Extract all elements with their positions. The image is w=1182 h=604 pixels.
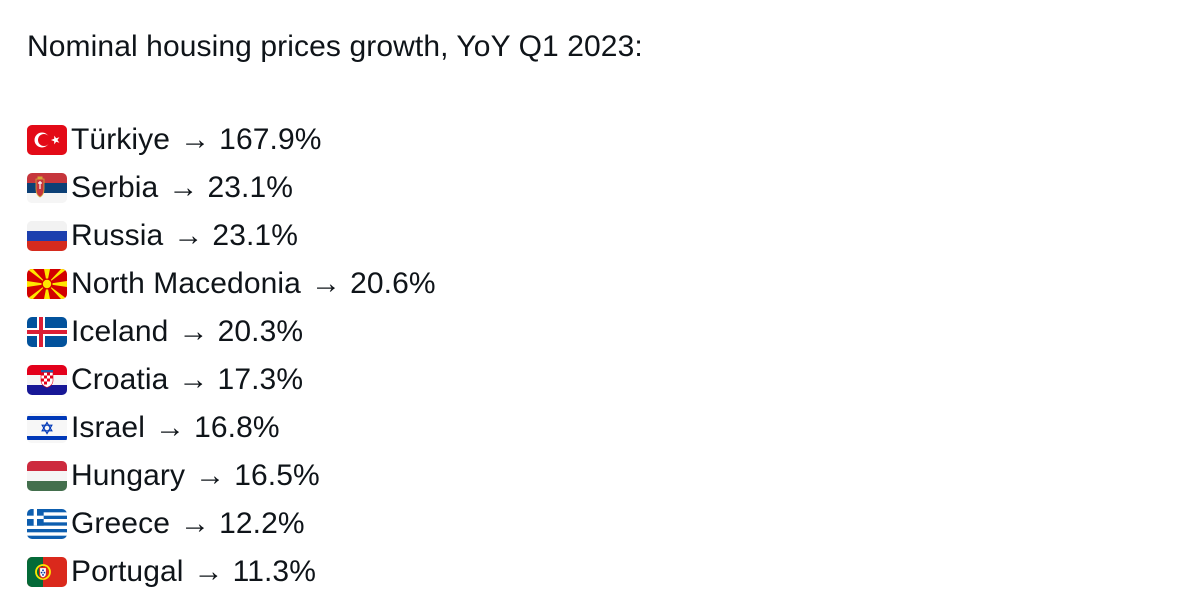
russia-flag-icon (27, 221, 67, 251)
growth-value: 20.3% (217, 315, 304, 348)
country-name: Portugal (71, 555, 184, 588)
country-name: Hungary (71, 459, 186, 492)
serbia-flag-icon (27, 173, 67, 203)
arrow: → (310, 267, 342, 300)
list-item-russia: Russia → 23.1% (27, 212, 1162, 260)
arrow: → (180, 123, 211, 156)
country-name: Israel (71, 411, 145, 444)
list-item-portugal: Portugal → 11.3% (27, 548, 1162, 596)
growth-value: 23.1% (212, 219, 298, 252)
arrow: → (168, 171, 199, 204)
list-item-iceland: Iceland → 20.3% (27, 308, 1162, 356)
list-item-greece: Greece → 12.2% (27, 500, 1162, 548)
post-text: Nominal housing prices growth, YoY Q1 20… (27, 24, 1162, 596)
country-name: Türkiye (71, 123, 171, 156)
country-name: Russia (71, 219, 164, 252)
list-item-serbia: Serbia → 23.1% (27, 164, 1162, 212)
north-macedonia-flag-icon (27, 269, 67, 299)
arrow: → (178, 363, 209, 396)
growth-value: 17.3% (217, 363, 304, 396)
list-item-north-macedonia: North Macedonia → 20.6% (27, 260, 1162, 308)
growth-value: 16.8% (194, 411, 280, 444)
arrow: → (154, 411, 186, 444)
turkey-flag-icon (27, 125, 67, 155)
blank-line (27, 70, 1162, 116)
arrow: → (195, 459, 226, 492)
country-name: Croatia (71, 363, 169, 396)
list-item-hungary: Hungary → 16.5% (27, 452, 1162, 500)
list-item-croatia: Croatia → 17.3% (27, 356, 1162, 404)
country-list: Türkiye → 167.9% Serbia → 23.1% (27, 116, 1162, 596)
croatia-flag-icon (27, 365, 67, 395)
arrow: → (178, 315, 209, 348)
post-title: Nominal housing prices growth, YoY Q1 20… (27, 30, 643, 63)
growth-value: 167.9% (219, 123, 322, 156)
israel-flag-icon (27, 413, 67, 443)
iceland-flag-icon (27, 317, 67, 347)
growth-value: 16.5% (234, 459, 320, 492)
growth-value: 12.2% (219, 507, 305, 540)
arrow: → (173, 219, 204, 252)
portugal-flag-icon (27, 557, 67, 587)
arrow: → (193, 555, 224, 588)
country-name: Serbia (71, 171, 159, 204)
arrow: → (179, 507, 211, 540)
growth-value: 23.1% (207, 171, 294, 204)
growth-value: 11.3% (232, 555, 316, 588)
list-item-israel: Israel → 16.8% (27, 404, 1162, 452)
country-name: Greece (71, 507, 170, 540)
greece-flag-icon (27, 509, 67, 539)
hungary-flag-icon (27, 461, 67, 491)
growth-value: 20.6% (350, 267, 436, 300)
list-item-turkiye: Türkiye → 167.9% (27, 116, 1162, 164)
country-name: North Macedonia (71, 267, 301, 300)
country-name: Iceland (71, 315, 169, 348)
